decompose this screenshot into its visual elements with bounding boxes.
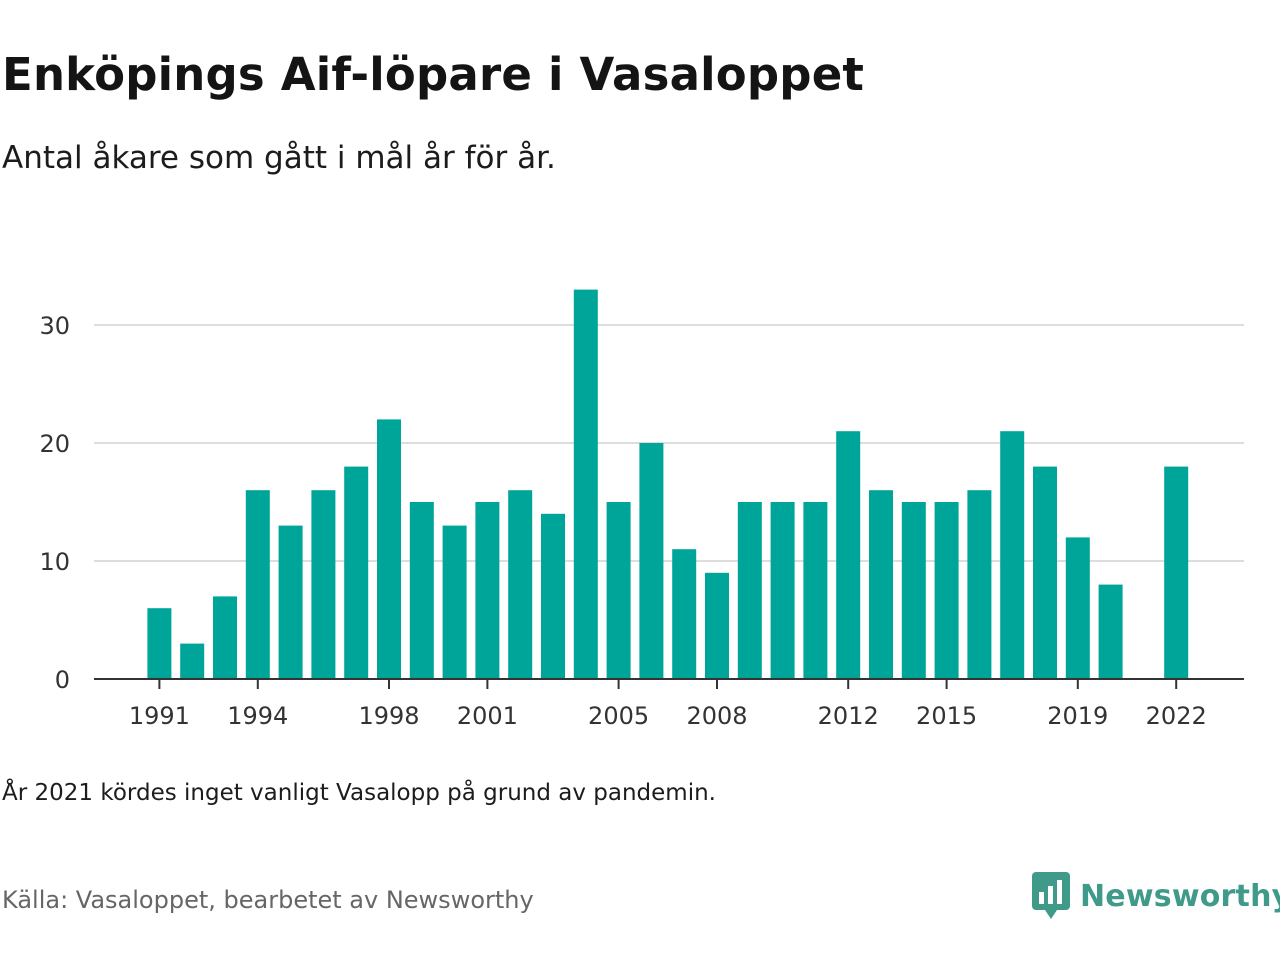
bar-1997 xyxy=(344,466,369,679)
bar-chart: 0 10 20 30 1991 1994 1998 2001 2005 2008 2012 2015 2… xyxy=(39,289,1244,730)
bar-1994 xyxy=(245,490,270,679)
bar-2013 xyxy=(869,490,893,679)
bar-2022 xyxy=(1164,466,1189,679)
bar-2018 xyxy=(1033,466,1057,679)
bar-2003 xyxy=(541,513,565,679)
bar-2019 xyxy=(1065,537,1090,679)
y-tick-label: 30 xyxy=(39,312,70,340)
bar-2017 xyxy=(1000,431,1025,679)
x-tick-label: 2005 xyxy=(588,702,649,730)
bar-2005 xyxy=(606,502,631,679)
x-tick-label: 2019 xyxy=(1047,702,1108,730)
bar-2015 xyxy=(934,502,959,679)
bar-1992 xyxy=(180,643,205,679)
newsworthy-logo-icon xyxy=(1032,872,1070,919)
x-tick-label: 2015 xyxy=(916,702,977,730)
bar-2002 xyxy=(508,490,533,679)
source-text: Källa: Vasaloppet, bearbetet av Newswort… xyxy=(2,886,534,914)
chart-note: År 2021 kördes inget vanligt Vasalopp på… xyxy=(2,780,716,806)
brand-name: Newsworthy xyxy=(1080,878,1280,914)
bar-2010 xyxy=(770,502,795,679)
chart-subtitle: Antal åkare som gått i mål år för år. xyxy=(2,140,556,176)
bar-2014 xyxy=(901,502,926,679)
bar-2001 xyxy=(475,502,500,679)
x-tick-label: 1994 xyxy=(227,702,288,730)
bar-2008 xyxy=(705,572,729,679)
bar-2007 xyxy=(672,549,697,679)
bar-2004 xyxy=(573,289,598,679)
bar-2012 xyxy=(836,431,861,679)
bar-1991 xyxy=(147,608,172,679)
bars xyxy=(147,289,1189,679)
bar-1998 xyxy=(377,419,401,679)
bar-1993 xyxy=(213,596,237,679)
bar-2006 xyxy=(639,443,664,679)
x-tick-label: 2012 xyxy=(818,702,879,730)
x-tick-label: 2022 xyxy=(1146,702,1207,730)
axes: 0 10 20 30 1991 1994 1998 2001 2005 2008 2012 2015 2… xyxy=(39,312,1244,730)
bar-2020 xyxy=(1098,584,1123,679)
bar-2011 xyxy=(803,502,828,679)
chart-title: Enköpings Aif-löpare i Vasaloppet xyxy=(2,48,865,101)
bar-2000 xyxy=(442,525,467,679)
bar-2016 xyxy=(967,490,992,679)
x-tick-label: 1998 xyxy=(358,702,419,730)
y-tick-label: 10 xyxy=(39,548,70,576)
newsworthy-brand: Newsworthy xyxy=(1032,872,1280,920)
bar-1995 xyxy=(278,525,303,679)
x-tick-label: 1991 xyxy=(129,702,190,730)
bar-1996 xyxy=(311,490,336,679)
x-tick-label: 2001 xyxy=(457,702,518,730)
bar-2009 xyxy=(737,502,762,679)
x-tick-label: 2008 xyxy=(686,702,747,730)
y-tick-label: 0 xyxy=(55,666,70,694)
bar-1999 xyxy=(409,502,434,679)
y-tick-label: 20 xyxy=(39,430,70,458)
